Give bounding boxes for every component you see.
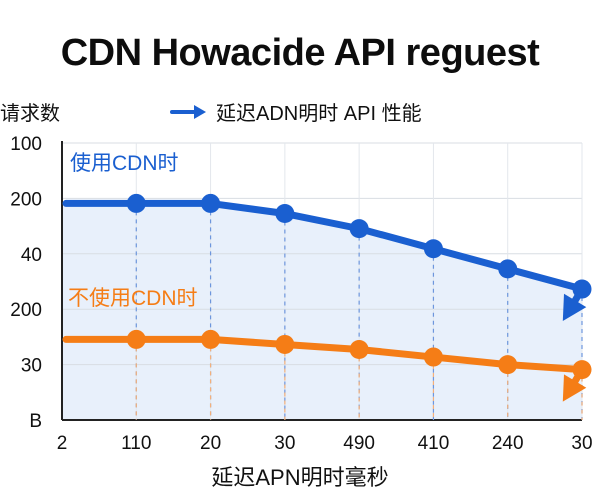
data-point [498,259,518,279]
y-tick-label: 200 [10,189,42,210]
data-point [275,204,295,224]
data-point [126,193,146,213]
data-point [572,360,592,380]
series-arrowhead [562,374,587,402]
data-point [572,279,592,299]
x-tick-label: 30 [571,433,592,454]
y-tick-label: 100 [10,134,42,155]
data-point [349,219,369,239]
data-point [275,334,295,354]
legend-label: 延迟ADN明时 API 性能 [216,103,422,125]
x-tick-label: 30 [274,433,295,454]
data-point [126,329,146,349]
legend: 延迟ADN明时 API 性能 [170,97,422,126]
x-tick-label: 110 [121,433,151,454]
series-arrowhead [562,293,587,322]
plot-shade-area [62,203,582,420]
data-point [498,355,518,375]
x-tick-label: 240 [492,433,524,454]
y-tick-label: B [29,411,42,432]
x-tick-label: 2 [57,433,68,454]
x-tick-label: 20 [200,433,221,454]
data-point [423,347,443,367]
data-point [349,339,369,359]
data-point [423,239,443,259]
x-tick-label: 410 [418,433,450,454]
x-tick-label: 490 [343,433,375,454]
data-point [201,193,221,213]
y-tick-label: 200 [10,300,42,321]
y-tick-label: 30 [21,356,42,377]
x-axis-label: 延迟APN明时毫秒 [211,465,389,490]
y-axis-label: 请求数 [0,103,60,125]
chart-title: CDN Howacide API reguest [60,32,540,74]
series-label: 不使用CDN时 [68,287,198,310]
data-point [201,329,221,349]
series-label: 使用CDN时 [70,152,179,175]
y-tick-label: 40 [21,245,42,266]
legend-arrow-icon [170,104,206,119]
